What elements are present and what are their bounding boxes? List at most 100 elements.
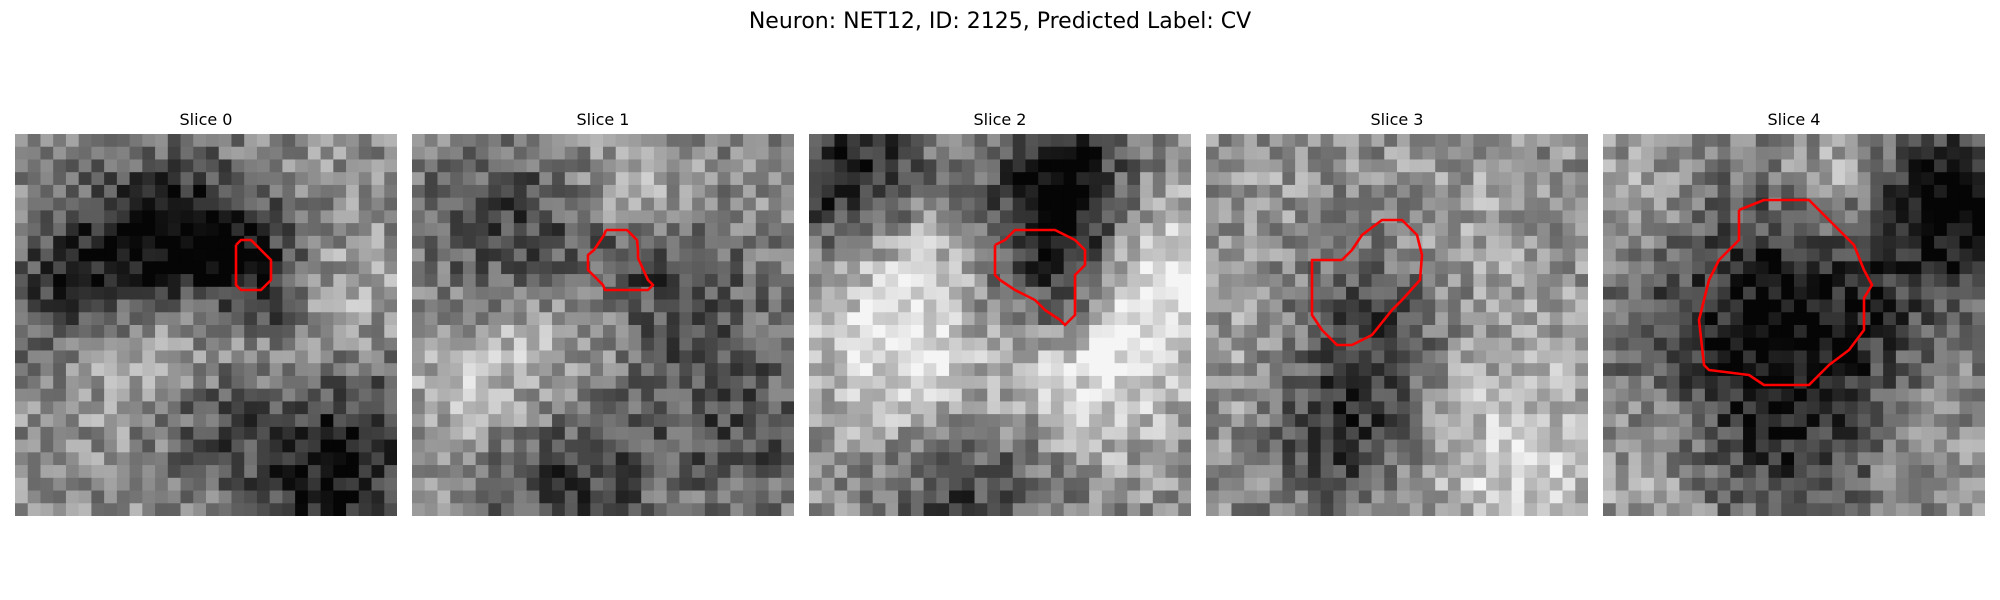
pixel [1562,414,1576,428]
pixel [1575,172,1588,186]
pixel [206,184,220,199]
pixel [206,439,220,453]
pixel [282,184,296,199]
pixel [1282,159,1296,173]
pixel [1946,401,1961,415]
pixel [1269,248,1283,262]
pixel [1946,146,1961,160]
pixel [859,146,874,160]
pixel [1346,223,1360,237]
pixel [1076,477,1090,492]
pixel [923,414,937,428]
pixel [1575,312,1588,326]
pixel [717,490,731,504]
pixel [116,184,131,199]
pixel [923,235,937,250]
pixel [1524,414,1538,428]
pixel [1972,299,1985,313]
pixel [513,325,528,339]
pixel [1422,312,1436,326]
pixel [1895,337,1910,351]
pixel [1435,248,1449,262]
pixel [692,146,706,160]
pixel [1755,159,1770,173]
pixel [1883,312,1897,326]
pixel [40,134,54,148]
pixel [1101,248,1116,262]
pixel [1140,503,1154,516]
pixel [1127,210,1141,224]
pixel [167,312,182,326]
pixel [1781,286,1795,301]
pixel [1972,477,1985,492]
pixel [1717,274,1731,288]
pixel [1178,235,1191,250]
pixel [653,490,668,504]
pixel [1908,159,1922,173]
pixel [1140,184,1154,199]
pixel [1946,375,1961,390]
pixel [27,159,41,173]
pixel [1972,286,1985,301]
pixel [1127,363,1141,377]
pixel [1333,159,1347,173]
pixel [1371,426,1385,441]
pixel [462,477,477,492]
pixel [653,503,668,516]
pixel [1346,134,1360,148]
pixel [1857,184,1871,199]
pixel [1346,350,1360,364]
pixel [27,286,41,301]
pixel [65,414,80,428]
pixel [358,223,373,237]
pixel [526,134,540,148]
pixel [1127,299,1141,313]
pixel [910,223,925,237]
pixel [1603,477,1617,492]
pixel [1730,134,1744,148]
pixel [307,388,322,402]
pixel [1832,414,1846,428]
pixel [1231,375,1245,390]
pixel [1549,274,1564,288]
pixel [1895,350,1910,364]
pixel [40,184,54,199]
pixel [781,184,794,199]
pixel [743,426,757,441]
pixel [1282,363,1296,377]
pixel [180,197,194,211]
pixel [295,401,309,415]
pixel [1921,235,1935,250]
pixel [65,503,80,516]
pixel [1666,465,1680,479]
pixel [193,439,207,453]
pixel [320,414,334,428]
pixel [1218,375,1232,390]
pixel [1666,426,1680,441]
pixel [1358,490,1373,504]
pixel [615,426,629,441]
pixel [1575,426,1588,441]
pixel [564,490,579,504]
pixel [129,172,143,186]
pixel [180,172,194,186]
pixel [1127,146,1141,160]
pixel [1063,184,1077,199]
pixel [679,312,693,326]
pixel [437,388,451,402]
pixel [1231,490,1245,504]
pixel [1307,134,1322,148]
pixel [180,439,194,453]
pixel [1076,350,1090,364]
pixel [1076,439,1090,453]
pixel [704,388,719,402]
pixel [1460,452,1474,466]
pixel [859,439,874,453]
pixel [231,452,245,466]
pixel [910,235,925,250]
pixel [755,312,770,326]
pixel [437,363,451,377]
pixel [1537,159,1551,173]
pixel [923,299,937,313]
pixel [1346,312,1360,326]
